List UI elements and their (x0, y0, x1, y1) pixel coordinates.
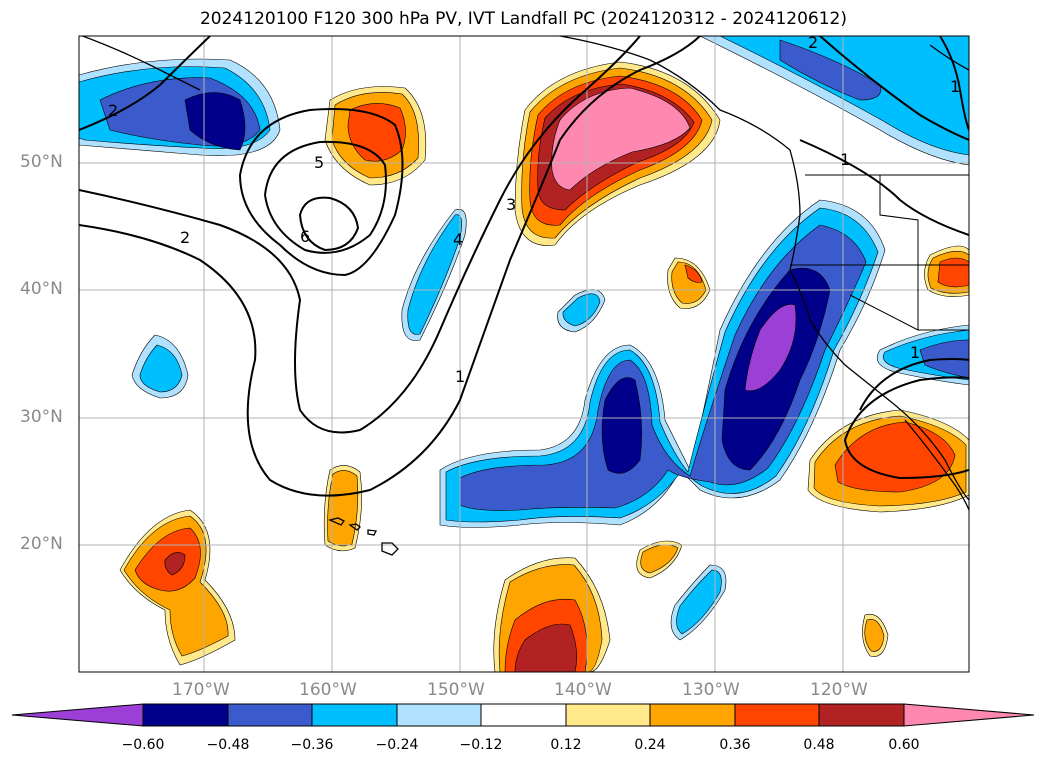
colorbar-extend-high (903, 703, 1035, 727)
plot-frame (78, 35, 970, 673)
contour-label: 1 (910, 343, 920, 362)
contour-label: 1 (455, 367, 465, 386)
colorbar-bin (311, 703, 398, 727)
colorbar-tick: 0.12 (550, 737, 582, 753)
pv-contours (79, 36, 969, 497)
colorbar (11, 703, 1035, 727)
colorbar-tick: −0.24 (375, 737, 419, 753)
colorbar-bin (480, 703, 567, 727)
colorbar-bin (734, 703, 820, 727)
lon-label: 170°W (172, 680, 230, 700)
colorbar-tick: 0.48 (803, 737, 835, 753)
contour-label: 4 (453, 230, 463, 249)
colorbar-bin (565, 703, 651, 727)
contour-label: 2 (180, 228, 190, 247)
colorbar-bin (649, 703, 736, 727)
contour-label: 2 (108, 101, 118, 120)
colorbar-tick: −0.12 (459, 737, 503, 753)
contour-label: 1 (950, 77, 960, 96)
colorbar-tick: 0.24 (634, 737, 666, 753)
colorbar-bin (396, 703, 482, 727)
lon-label: 160°W (299, 680, 357, 700)
figure-title: 2024120100 F120 300 hPa PV, IVT Landfall… (199, 9, 847, 29)
contour-label: 2 (808, 33, 818, 52)
colorbar-bin (142, 703, 229, 727)
coastlines (80, 36, 969, 556)
colorbar-tick: −0.36 (290, 737, 334, 753)
lat-label: 50°N (20, 152, 63, 172)
lat-label: 30°N (20, 407, 63, 427)
colorbar-tick: −0.48 (206, 737, 250, 753)
contour-label: 6 (300, 227, 310, 246)
colorbar-tick: 0.60 (888, 737, 920, 753)
colorbar-bin (818, 703, 905, 727)
colorbar-extend-low (11, 703, 144, 727)
colorbar-tick: 0.36 (719, 737, 751, 753)
contour-label: 5 (314, 153, 324, 172)
plot-area: 2 5 6 2 3 4 1 1 2 1 1 (79, 33, 969, 672)
contour-labels: 2 5 6 2 3 4 1 1 2 1 1 (108, 33, 960, 386)
lat-label: 40°N (20, 279, 63, 299)
contour-label: 3 (506, 195, 516, 214)
contour-label: 1 (840, 150, 850, 169)
lon-label: 140°W (554, 680, 612, 700)
lat-label: 20°N (20, 534, 63, 554)
graticule (79, 36, 969, 672)
colorbar-tick: −0.60 (121, 737, 165, 753)
lon-label: 120°W (810, 680, 868, 700)
lon-label: 130°W (682, 680, 740, 700)
colorbar-bin (227, 703, 313, 727)
lon-label: 150°W (427, 680, 485, 700)
